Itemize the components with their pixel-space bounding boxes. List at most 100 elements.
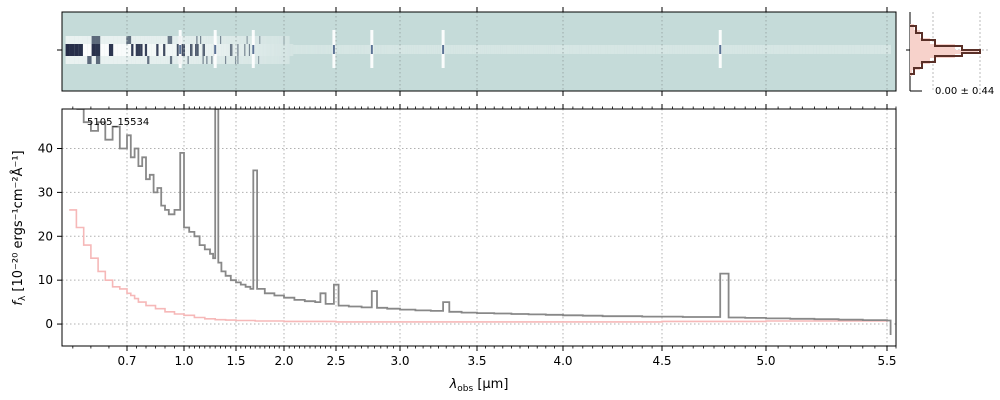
- spectrum-2d-pixel: [458, 45, 460, 54]
- spectrum-2d-pixel: [249, 56, 250, 64]
- spectrum-2d-pixel: [505, 45, 507, 54]
- spectrum-2d-pixel: [752, 45, 754, 54]
- spectrum-2d-pixel: [582, 45, 584, 54]
- spectrum-2d-pixel: [550, 45, 552, 54]
- spectrum-2d-pixel: [210, 44, 211, 56]
- spectrum-2d-pixel: [159, 36, 161, 44]
- spectrum-2d-pixel: [168, 56, 170, 64]
- y-axis-ticks: 010203040: [38, 142, 62, 332]
- spectrum-2d-pixel: [437, 45, 439, 54]
- spectrum-2d-pixel: [471, 45, 473, 54]
- spectrum-2d-pixel: [208, 44, 209, 56]
- spectrum-2d-pixel: [730, 45, 732, 54]
- spectrum-2d-pixel: [234, 44, 235, 56]
- spectrum-2d-pixel: [280, 56, 281, 64]
- spectrum-2d-pixel: [191, 56, 192, 64]
- spectrum-2d-pixel: [556, 45, 558, 54]
- spectrum-2d-pixel: [601, 45, 603, 54]
- spectrum-2d-pixel: [105, 56, 109, 64]
- spectrum-2d-pixel: [823, 45, 826, 54]
- spectrum-2d-pixel: [540, 45, 542, 54]
- spectrum-2d-pixel: [136, 36, 138, 44]
- spectrum-2d-pixel: [377, 45, 379, 54]
- spectrum-2d-pixel: [92, 56, 96, 64]
- spectrum-2d-pixel: [156, 56, 158, 64]
- spectrum-2d-pixel: [199, 44, 200, 56]
- spectrum-2d-pixel: [272, 44, 273, 56]
- spectrum-2d-pixel: [243, 36, 244, 44]
- spectrum-2d-pixel: [232, 44, 233, 56]
- spectrum-2d-pixel: [799, 45, 802, 54]
- spectrum-2d-pixel: [270, 44, 271, 56]
- spectrum-2d-pixel: [287, 44, 288, 56]
- spectrum-2d-pixel: [632, 45, 634, 54]
- spectrum-2d-pixel: [258, 56, 259, 64]
- spectrum-2d-pixel: [133, 36, 135, 44]
- spectrum-2d-pixel: [357, 45, 359, 54]
- spectrum-2d-pixel: [109, 36, 113, 44]
- spectrum-2d-pixel: [264, 56, 265, 64]
- spectrum-2d-pixel: [193, 44, 194, 56]
- spectrum-2d-pixel: [259, 56, 260, 64]
- spectrum-2d-pixel: [195, 36, 196, 44]
- spectrum-2d-pixel: [105, 44, 109, 56]
- spectrum-2d-pixel: [300, 45, 301, 54]
- spectrum-2d-pixel: [194, 36, 195, 44]
- spectrum-2d-pixel: [465, 45, 467, 54]
- spectrum-2d-line-core: [442, 45, 444, 54]
- spectrum-2d-pixel: [250, 56, 251, 64]
- spectrum-2d-pixel: [486, 45, 488, 54]
- spectrum-2d-pixel: [212, 44, 213, 56]
- spectrum-2d-pixel: [79, 36, 83, 44]
- spectrum-2d-pixel: [265, 36, 266, 44]
- spectrum-2d-pixel: [293, 45, 294, 54]
- spectrum-2d-pixel: [354, 45, 356, 54]
- spectrum-2d-line-core: [252, 45, 254, 54]
- spectrum-2d-pixel: [834, 45, 837, 54]
- spectrum-2d-pixel: [227, 44, 228, 56]
- spectrum-2d-pixel: [211, 56, 212, 64]
- spectrum-2d-pixel: [608, 45, 610, 54]
- spectrum-2d-pixel: [396, 45, 398, 54]
- spectrum-2d-pixel: [296, 45, 297, 54]
- spectrum-2d-pixel: [237, 56, 238, 64]
- spectrum-2d-pixel: [210, 56, 211, 64]
- spectrum-2d-pixel: [204, 56, 205, 64]
- spectrum-2d-pixel: [257, 56, 258, 64]
- spectrum-2d-pixel: [245, 36, 246, 44]
- spectrum-2d-pixel: [306, 45, 307, 54]
- spectrum-2d-pixel: [345, 45, 347, 54]
- spectrum-2d-pixel: [260, 56, 261, 64]
- spectrum-2d-pixel: [275, 44, 276, 56]
- x-tick-label: 3.0: [390, 354, 409, 368]
- spectrum-2d-pixel: [238, 36, 239, 44]
- spectrum-2d-pixel: [474, 45, 476, 54]
- spectrum-2d-pixel: [225, 44, 226, 56]
- y-tick-label: 20: [38, 229, 53, 243]
- spectrum-2d-pixel: [161, 56, 163, 64]
- spectrum-2d-pixel: [264, 36, 265, 44]
- spectrum-2d-pixel: [617, 45, 619, 54]
- x-tick-label: 0.7: [117, 354, 136, 368]
- spectrum-2d-pixel: [229, 44, 230, 56]
- spectrum-2d-pixel: [447, 45, 449, 54]
- spectrum-2d-pixel: [227, 36, 228, 44]
- spectrum-2d-pixel: [238, 44, 239, 56]
- spectrum-2d-pixel: [206, 36, 207, 44]
- spectrum-2d-pixel: [168, 36, 170, 44]
- spectrum-2d-pixel: [593, 45, 595, 54]
- spectrum-2d-pixel: [796, 45, 799, 54]
- spectrum-2d-pixel: [459, 45, 461, 54]
- spectrum-2d-pixel: [445, 45, 447, 54]
- spectrum-2d-pixel: [74, 56, 78, 64]
- spectrum-2d-pixel: [113, 56, 117, 64]
- spectrum-2d-pixel: [159, 44, 161, 56]
- spectrum-2d-pixel: [620, 45, 622, 54]
- spectrum-2d-pixel: [648, 45, 650, 54]
- spectrum-2d-pixel: [422, 45, 424, 54]
- spectrum-2d-pixel: [156, 36, 158, 44]
- x-tick-label: 4.5: [652, 354, 671, 368]
- spectrum-2d-pixel: [230, 36, 231, 44]
- spectrum-2d-pixel: [271, 44, 272, 56]
- profile-inset: 0.00 ± 0.44: [906, 12, 994, 97]
